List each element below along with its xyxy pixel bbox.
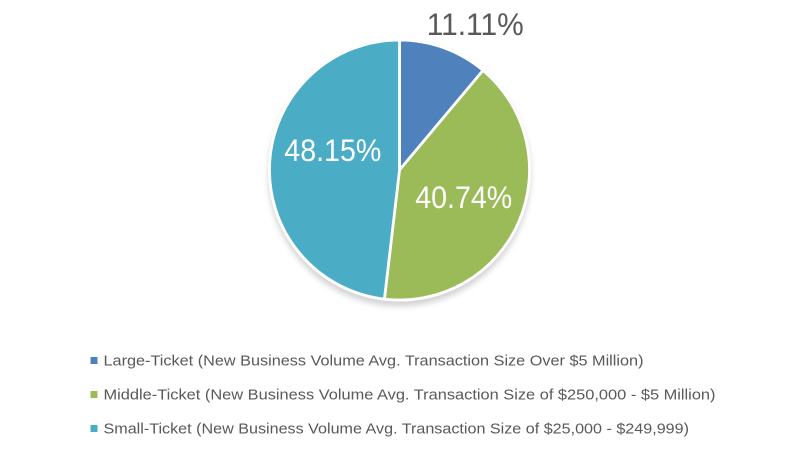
svg-text:Middle-Ticket (New Business Vo: Middle-Ticket (New Business Volume Avg. … xyxy=(104,388,716,404)
svg-text:11.11%: 11.11% xyxy=(427,6,524,42)
svg-text:Large-Ticket (New Business Vol: Large-Ticket (New Business Volume Avg. T… xyxy=(104,354,644,370)
svg-text:40.74%: 40.74% xyxy=(415,179,512,215)
svg-text:Small-Ticket (New Business Vol: Small-Ticket (New Business Volume Avg. T… xyxy=(104,422,690,438)
svg-text:48.15%: 48.15% xyxy=(284,132,381,168)
